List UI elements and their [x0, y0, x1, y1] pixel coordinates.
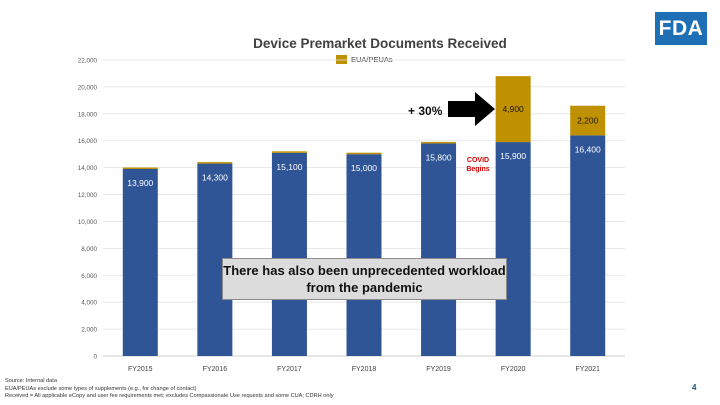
bar-base — [346, 154, 382, 356]
y-tick-label: 20,000 — [78, 84, 98, 91]
data-label: 15,800 — [426, 152, 452, 162]
pandemic-callout: There has also been unprecedented worklo… — [222, 258, 507, 300]
y-tick-label: 16,000 — [78, 138, 98, 145]
bar-eua-cap — [346, 152, 382, 155]
y-tick-label: 12,000 — [78, 192, 98, 199]
y-tick-label: 10,000 — [78, 219, 98, 226]
bar-eua — [570, 105, 606, 136]
data-label: 15,100 — [276, 162, 302, 172]
data-label: 15,900 — [500, 151, 526, 161]
x-tick-label: FY2016 — [203, 366, 228, 373]
chart-title: Device Premarket Documents Received — [253, 36, 507, 51]
data-label: 16,400 — [575, 144, 601, 154]
data-label: 2,200 — [577, 116, 599, 126]
footnote-eua: EUA/PEUAs exclude some types of suppleme… — [5, 385, 197, 392]
data-label: 14,300 — [202, 173, 228, 183]
y-tick-label: 0 — [93, 354, 97, 361]
y-tick-label: 8,000 — [81, 246, 97, 253]
bar-eua — [495, 76, 531, 143]
x-tick-label: FY2021 — [575, 366, 600, 373]
logo-text: FDA — [658, 16, 704, 40]
y-tick-label: 22,000 — [78, 58, 98, 65]
bar-base — [495, 142, 531, 356]
x-tick-label: FY2015 — [128, 366, 153, 373]
footnote-source: Source: Internal data — [5, 378, 57, 384]
page-number: 4 — [692, 383, 697, 392]
y-tick-label: 6,000 — [81, 273, 97, 280]
y-tick-label: 4,000 — [81, 300, 97, 307]
bar-base — [122, 168, 158, 356]
bar-eua-cap — [122, 167, 158, 169]
footnotes: Source: Internal data EUA/PEUAs exclude … — [5, 378, 334, 401]
fda-logo: FDA — [655, 12, 707, 45]
y-tick-label: 18,000 — [78, 111, 98, 118]
x-tick-label: FY2017 — [277, 366, 302, 373]
y-tick-label: 14,000 — [78, 165, 98, 172]
x-tick-label: FY2019 — [426, 366, 451, 373]
bar-base — [271, 152, 307, 356]
x-tick-label: FY2018 — [352, 366, 377, 373]
legend-swatch-eua — [336, 55, 347, 64]
data-label: 4,900 — [503, 104, 525, 114]
bar-eua-cap — [271, 151, 307, 153]
x-tick-label: FY2020 — [501, 366, 526, 373]
increase-label: + 30% — [408, 104, 443, 118]
bar-base — [570, 135, 606, 356]
data-label: 13,900 — [127, 178, 153, 188]
bar-eua-cap — [197, 162, 233, 164]
chart-legend: EUA/PEUAs — [336, 55, 393, 64]
arrow-icon — [448, 92, 495, 126]
callout-text: There has also been unprecedented worklo… — [223, 263, 506, 295]
footnote-received: Received = All applicable eCopy and user… — [5, 393, 334, 400]
bar-eua-cap — [421, 141, 457, 144]
bar-base — [421, 143, 457, 356]
y-tick-label: 2,000 — [81, 327, 97, 334]
data-label: 15,000 — [351, 163, 377, 173]
legend-label-eua: EUA/PEUAs — [351, 55, 393, 64]
covid-label: COVID Begins — [466, 157, 490, 173]
